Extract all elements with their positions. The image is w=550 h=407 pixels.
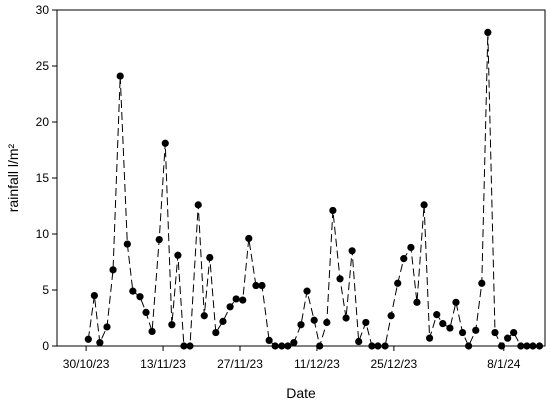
y-tick-label: 0 bbox=[42, 339, 49, 353]
y-tick-label: 5 bbox=[42, 283, 49, 297]
data-point bbox=[433, 311, 441, 319]
data-point bbox=[465, 342, 473, 350]
data-point bbox=[258, 281, 266, 290]
y-tick-label: 25 bbox=[36, 59, 50, 73]
x-tick-label: 8/1/24 bbox=[487, 357, 521, 371]
data-point bbox=[517, 342, 525, 350]
data-point bbox=[348, 247, 356, 255]
data-point bbox=[109, 266, 117, 274]
data-point bbox=[316, 342, 324, 350]
data-point bbox=[90, 292, 98, 300]
data-point bbox=[271, 342, 279, 350]
data-point bbox=[310, 316, 318, 324]
data-point bbox=[226, 303, 234, 311]
data-point bbox=[252, 281, 260, 290]
data-point bbox=[387, 312, 395, 320]
y-tick-label: 30 bbox=[36, 3, 50, 17]
data-point bbox=[212, 328, 220, 337]
data-point bbox=[413, 298, 421, 306]
data-point bbox=[355, 337, 363, 346]
data-point bbox=[239, 296, 247, 304]
data-point bbox=[206, 253, 214, 262]
data-point bbox=[362, 318, 370, 327]
x-tick-label: 13/11/23 bbox=[140, 357, 186, 371]
data-point bbox=[142, 308, 150, 316]
data-point bbox=[374, 342, 382, 350]
data-point bbox=[478, 279, 486, 287]
x-tick-label: 25/12/23 bbox=[371, 357, 418, 371]
data-point bbox=[472, 326, 480, 334]
data-point bbox=[523, 342, 531, 350]
data-point bbox=[232, 295, 240, 303]
data-point bbox=[510, 328, 518, 337]
data-point bbox=[174, 251, 182, 259]
data-point bbox=[446, 324, 454, 332]
data-point bbox=[504, 334, 512, 342]
data-point bbox=[116, 72, 124, 80]
data-point bbox=[155, 236, 163, 244]
data-point bbox=[323, 318, 331, 327]
data-point bbox=[278, 342, 286, 350]
data-point bbox=[336, 275, 344, 283]
data-point bbox=[342, 314, 350, 322]
data-point bbox=[484, 28, 492, 36]
data-point bbox=[148, 327, 156, 336]
data-point bbox=[407, 243, 415, 252]
series-line bbox=[87, 32, 540, 348]
data-point bbox=[425, 334, 434, 342]
data-point bbox=[420, 201, 428, 209]
data-point bbox=[303, 287, 311, 295]
data-point bbox=[161, 139, 169, 147]
data-point bbox=[136, 293, 144, 301]
data-point bbox=[329, 206, 337, 215]
data-point bbox=[245, 234, 253, 243]
data-point bbox=[96, 339, 104, 347]
data-point bbox=[381, 342, 389, 350]
data-point bbox=[284, 342, 292, 350]
data-point bbox=[368, 342, 376, 350]
data-point bbox=[84, 335, 92, 343]
data-point bbox=[297, 321, 305, 329]
data-point bbox=[129, 287, 137, 295]
y-tick-label: 20 bbox=[36, 115, 50, 129]
y-tick-label: 15 bbox=[36, 171, 50, 185]
y-axis-title: rainfall l/m² bbox=[5, 143, 21, 212]
x-axis-title: Date bbox=[286, 385, 316, 401]
x-tick-label: 30/10/23 bbox=[63, 357, 110, 371]
data-point bbox=[103, 323, 111, 331]
data-point bbox=[168, 321, 176, 329]
x-tick-label: 11/12/23 bbox=[294, 357, 340, 371]
data-point bbox=[491, 328, 499, 337]
x-tick-label: 27/11/23 bbox=[217, 357, 263, 371]
data-point bbox=[186, 342, 194, 350]
data-point bbox=[394, 279, 402, 287]
data-point bbox=[400, 255, 408, 263]
plot-frame bbox=[56, 9, 546, 347]
data-point bbox=[265, 336, 273, 344]
data-point bbox=[194, 201, 202, 209]
data-point bbox=[529, 342, 537, 350]
data-point bbox=[123, 240, 131, 248]
y-tick-label: 10 bbox=[36, 227, 50, 241]
data-point bbox=[497, 342, 506, 350]
data-point bbox=[200, 312, 208, 320]
data-point bbox=[219, 317, 227, 325]
data-point bbox=[439, 320, 447, 328]
data-point bbox=[535, 342, 544, 350]
data-point bbox=[452, 298, 460, 306]
data-point bbox=[458, 328, 467, 337]
data-point bbox=[180, 342, 188, 350]
data-point bbox=[290, 339, 298, 347]
